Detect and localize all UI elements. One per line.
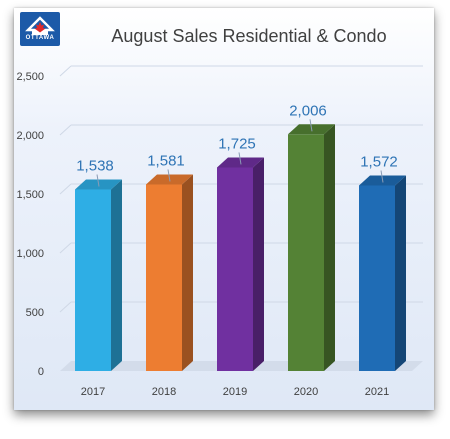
- chart-title: August Sales Residential & Condo: [111, 26, 387, 46]
- data-label-leader: [96, 174, 100, 187]
- y-tick-label: 2,000: [16, 130, 44, 142]
- data-label-leader: [309, 119, 313, 132]
- data-label-leader: [167, 169, 171, 182]
- gridline-depth: [59, 301, 72, 313]
- bar-front: [146, 184, 182, 371]
- x-tick-label: 2018: [152, 386, 176, 398]
- bar-front: [288, 134, 324, 371]
- y-tick-label: 500: [26, 307, 44, 319]
- y-tick-label: 1,000: [16, 248, 44, 260]
- data-label: 1,572: [360, 154, 398, 171]
- data-label-leader: [380, 170, 384, 183]
- house-maple-leaf-icon: [25, 16, 55, 35]
- x-tick-label: 2021: [365, 386, 389, 398]
- bar-side: [253, 157, 264, 371]
- logo-text: OTTAWA: [25, 35, 55, 41]
- data-label-leader: [238, 152, 242, 165]
- x-tick-label: 2017: [81, 386, 105, 398]
- bar-side: [111, 179, 122, 371]
- y-tick-label: 0: [38, 366, 44, 378]
- data-label: 1,725: [218, 135, 256, 152]
- data-label: 1,581: [147, 152, 185, 169]
- y-tick-label: 1,500: [16, 189, 44, 201]
- y-tick-label: 2,500: [16, 71, 44, 83]
- x-tick-label: 2019: [223, 386, 247, 398]
- bar-front: [217, 167, 253, 371]
- bar-side: [395, 175, 406, 371]
- bar-side: [182, 174, 193, 371]
- bar-side: [324, 124, 335, 372]
- x-tick-label: 2020: [294, 386, 318, 398]
- gridline-depth: [59, 183, 72, 195]
- gridline-depth: [59, 65, 72, 77]
- data-label: 1,538: [76, 158, 114, 175]
- data-label: 2,006: [289, 102, 327, 119]
- gridline-depth: [59, 124, 72, 136]
- gridline-depth: [59, 242, 72, 254]
- bar-front: [75, 189, 111, 371]
- bar-front: [359, 185, 395, 371]
- ottawa-logo: OTTAWA: [20, 12, 60, 46]
